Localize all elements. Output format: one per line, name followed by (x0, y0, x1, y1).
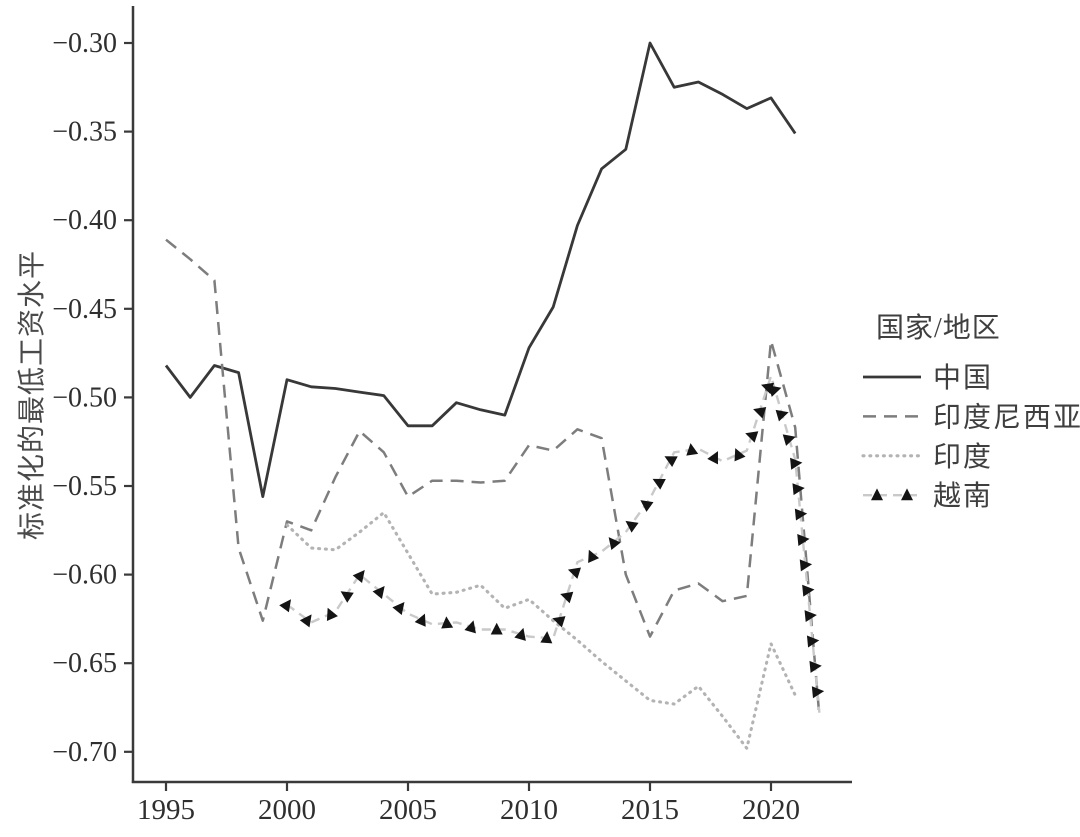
y-tick-label: −0.70 (52, 737, 117, 768)
y-axis-title: 标准化的最低工资水平 (17, 250, 48, 541)
vietnam-marker-icon (804, 610, 817, 623)
vietnam-marker-icon (794, 508, 808, 521)
vietnam-marker-icon (811, 686, 825, 699)
vietnam-marker-icon (707, 451, 718, 465)
vietnam-marker-icon (806, 635, 820, 648)
vietnam-marker-icon (625, 520, 639, 533)
vietnam-marker-icon (490, 622, 503, 635)
vietnam-marker-icon (392, 602, 405, 615)
vietnam-marker-icon (745, 431, 759, 443)
vietnam-marker-icon (768, 385, 782, 397)
x-tick-label: 2005 (379, 794, 437, 826)
legend-item-vietnam: 越南 (863, 480, 993, 512)
legend-title: 国家/地区 (876, 312, 1001, 344)
vietnam-marker-icon (414, 613, 426, 627)
x-tick-label: 1995 (137, 794, 195, 826)
vietnam-marker-icon (797, 534, 810, 546)
vietnam-marker-icon (279, 599, 292, 613)
vietnam-marker-icon (640, 500, 654, 512)
vietnam-marker-icon (340, 591, 354, 603)
vietnam-marker-icon (734, 448, 746, 462)
vietnam-marker-icon (567, 567, 581, 579)
series-line-china (164, 41, 797, 498)
y-tick-label: −0.40 (52, 205, 117, 236)
vietnam-marker-icon (608, 537, 621, 551)
series-group-china (164, 41, 797, 498)
vietnam-marker-icon (792, 483, 805, 496)
vietnam-marker-icon (790, 457, 803, 470)
legend-item-indonesia: 印度尼西亚 (863, 401, 1080, 433)
vietnam-marker-icon (326, 607, 338, 621)
x-tick-label: 2020 (742, 794, 800, 826)
vietnam-marker-icon (552, 616, 566, 628)
legend-marker-icon (901, 488, 913, 501)
y-tick-label: −0.55 (52, 471, 117, 502)
legend-marker-icon (871, 488, 883, 501)
vietnam-marker-icon (560, 591, 574, 604)
series-group-vietnam (279, 374, 825, 713)
vietnam-marker-icon (809, 660, 822, 673)
y-tick-label: −0.45 (52, 294, 117, 325)
series-group-india (285, 511, 797, 750)
vietnam-marker-icon (686, 443, 699, 456)
y-tick-label: −0.35 (52, 117, 117, 148)
vietnam-marker-icon (352, 570, 365, 583)
series-line-india (285, 511, 797, 750)
x-tick-label: 2015 (621, 794, 679, 826)
y-tick-label: −0.30 (52, 28, 117, 59)
legend-item-china: 中国 (863, 362, 993, 394)
legend-label-vietnam: 越南 (933, 480, 993, 512)
vietnam-marker-icon (588, 549, 600, 563)
vietnam-marker-icon (802, 584, 815, 597)
legend-label-india: 印度 (933, 441, 993, 473)
vietnam-marker-icon (664, 456, 678, 468)
vietnam-marker-icon (799, 559, 813, 572)
vietnam-marker-icon (464, 620, 476, 634)
y-tick-label: −0.65 (52, 648, 117, 679)
vietnam-marker-icon (753, 407, 767, 419)
series-line-indonesia (165, 238, 821, 717)
vietnam-marker-icon (540, 631, 553, 644)
vietnam-marker-icon (775, 409, 789, 422)
series-line-vietnam (286, 374, 821, 713)
y-tick-label: −0.60 (52, 560, 117, 591)
legend-label-china: 中国 (933, 362, 993, 394)
legend-label-indonesia: 印度尼西亚 (933, 401, 1080, 433)
vietnam-marker-icon (441, 616, 454, 629)
vietnam-marker-icon (652, 478, 666, 490)
vietnam-marker-icon (299, 614, 312, 628)
x-tick-label: 2000 (258, 794, 316, 826)
legend-item-india: 印度 (861, 441, 993, 473)
vietnam-marker-icon (514, 627, 526, 641)
vietnam-marker-icon (372, 586, 385, 599)
x-tick-label: 2010 (500, 794, 558, 826)
vietnam-marker-icon (782, 434, 796, 446)
y-tick-label: −0.50 (52, 382, 117, 413)
series-group-indonesia (165, 238, 821, 717)
